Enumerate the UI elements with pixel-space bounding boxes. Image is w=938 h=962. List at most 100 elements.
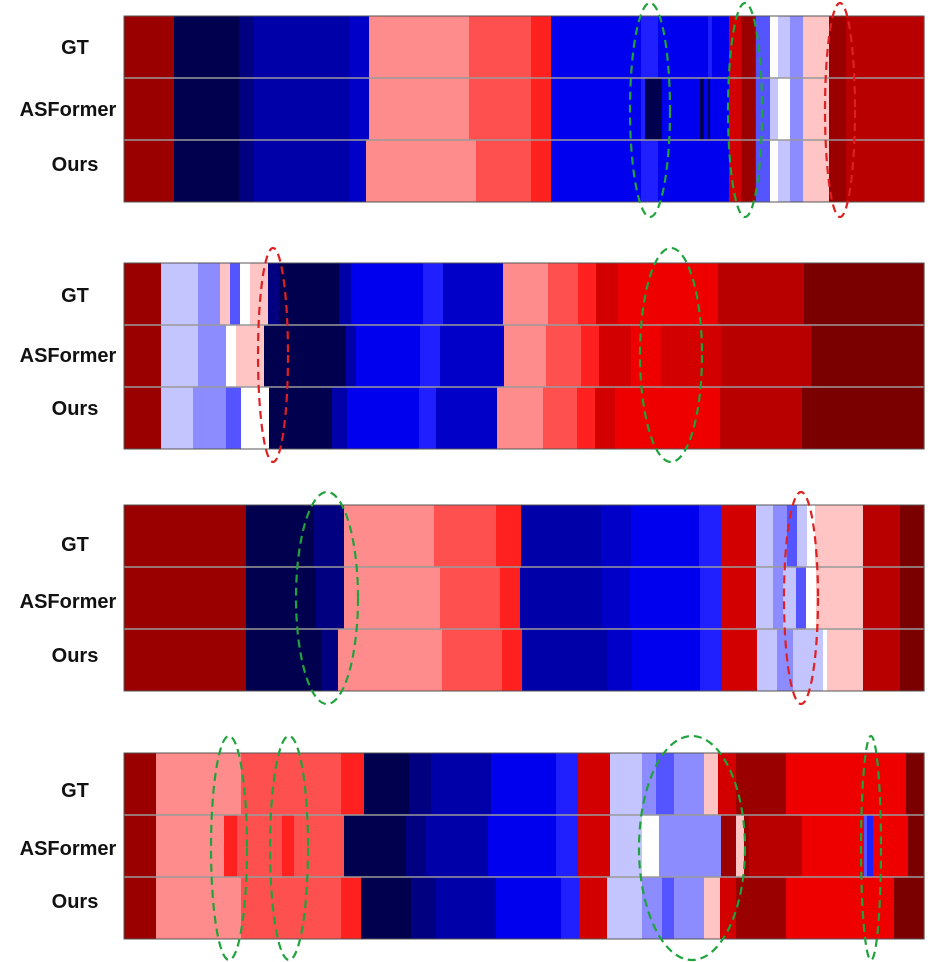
highlight-ellipse-red [823, 1, 857, 219]
segment-block [900, 629, 925, 691]
segment-block [284, 325, 347, 387]
segment-block [700, 78, 705, 140]
highlight-ellipse-green [637, 734, 747, 962]
segment-block [436, 387, 498, 449]
segment-block [721, 815, 737, 877]
segment-block [674, 753, 705, 815]
row-label-gt: GT [61, 534, 89, 556]
segment-block [356, 325, 421, 387]
row-label-gt: GT [61, 285, 89, 307]
segment-block [369, 16, 470, 78]
segment-block [720, 877, 737, 939]
segment-block [607, 877, 643, 939]
segment-block [579, 877, 608, 939]
segment-block [816, 567, 864, 629]
segment-block [531, 140, 552, 202]
segment-block [246, 505, 315, 567]
segment-block [718, 263, 805, 325]
segment-block [736, 815, 738, 877]
segment-block [615, 387, 721, 449]
segment-block [344, 505, 435, 567]
segment-block [846, 78, 925, 140]
panel-frame [123, 752, 925, 940]
segment-block [641, 140, 659, 202]
segment-block [268, 263, 280, 325]
segment-block [124, 753, 157, 815]
segment-block [230, 263, 241, 325]
segment-block [823, 629, 828, 691]
segment-block [156, 815, 225, 877]
segment-block [156, 753, 242, 815]
segment-block [156, 877, 242, 939]
segment-block [161, 325, 199, 387]
segment-block [491, 753, 557, 815]
segment-block [641, 78, 646, 140]
segment-block [749, 815, 803, 877]
panel-1-bars [123, 15, 925, 203]
row-label-ours: Ours [52, 645, 99, 667]
segment-block [226, 387, 242, 449]
segment-block [741, 140, 756, 202]
segment-block [662, 877, 675, 939]
segment-block [521, 505, 602, 567]
segment-block [314, 505, 345, 567]
segment-block [829, 16, 847, 78]
segment-block [198, 263, 221, 325]
segment-block [661, 325, 722, 387]
segment-block [699, 505, 722, 567]
segment-block [867, 815, 874, 877]
segment-block [710, 78, 730, 140]
segment-block [546, 325, 582, 387]
row-label-asformer: ASFormer [20, 99, 117, 121]
segment-block [503, 263, 549, 325]
segment-block [630, 567, 701, 629]
segment-block [708, 78, 711, 140]
segment-block [279, 263, 340, 325]
segment-block [631, 325, 662, 387]
segment-block [770, 140, 779, 202]
segment-block [755, 16, 757, 78]
segment-block [254, 16, 350, 78]
segment-block [641, 16, 659, 78]
segment-block [264, 325, 285, 387]
panel-frame [123, 262, 925, 450]
segment-block [124, 16, 175, 78]
segment-block [551, 78, 642, 140]
segment-block [632, 629, 701, 691]
segment-block [815, 505, 864, 567]
panel-4: GT ASFormer Ours [20, 734, 925, 962]
segment-block [543, 387, 578, 449]
segment-block [863, 505, 901, 567]
row-label-ours: Ours [52, 154, 99, 176]
segment-block [581, 325, 600, 387]
segment-block [864, 815, 868, 877]
highlight-ellipse-green [294, 490, 360, 706]
segment-block [369, 78, 470, 140]
segment-block [829, 78, 847, 140]
segment-block [426, 815, 489, 877]
segment-block [236, 325, 265, 387]
segment-block [704, 877, 721, 939]
segment-block [658, 140, 730, 202]
segment-block [531, 16, 552, 78]
segment-block [806, 567, 817, 629]
segment-block [321, 629, 339, 691]
segment-block [770, 16, 779, 78]
segment-block [548, 263, 579, 325]
panel-4-bars [123, 752, 925, 940]
segment-block [241, 753, 342, 815]
segment-block [124, 387, 162, 449]
segment-block [522, 629, 608, 691]
segment-block [332, 387, 348, 449]
segment-block [811, 325, 925, 387]
row-label-asformer: ASFormer [20, 838, 117, 860]
segment-block [497, 387, 544, 449]
row-label-ours: Ours [52, 398, 99, 420]
segment-block [239, 140, 255, 202]
segment-block [241, 387, 270, 449]
row-label-ours: Ours [52, 891, 99, 913]
segment-block [607, 629, 633, 691]
segment-block [721, 567, 757, 629]
segment-block [656, 753, 675, 815]
segment-block [361, 877, 412, 939]
